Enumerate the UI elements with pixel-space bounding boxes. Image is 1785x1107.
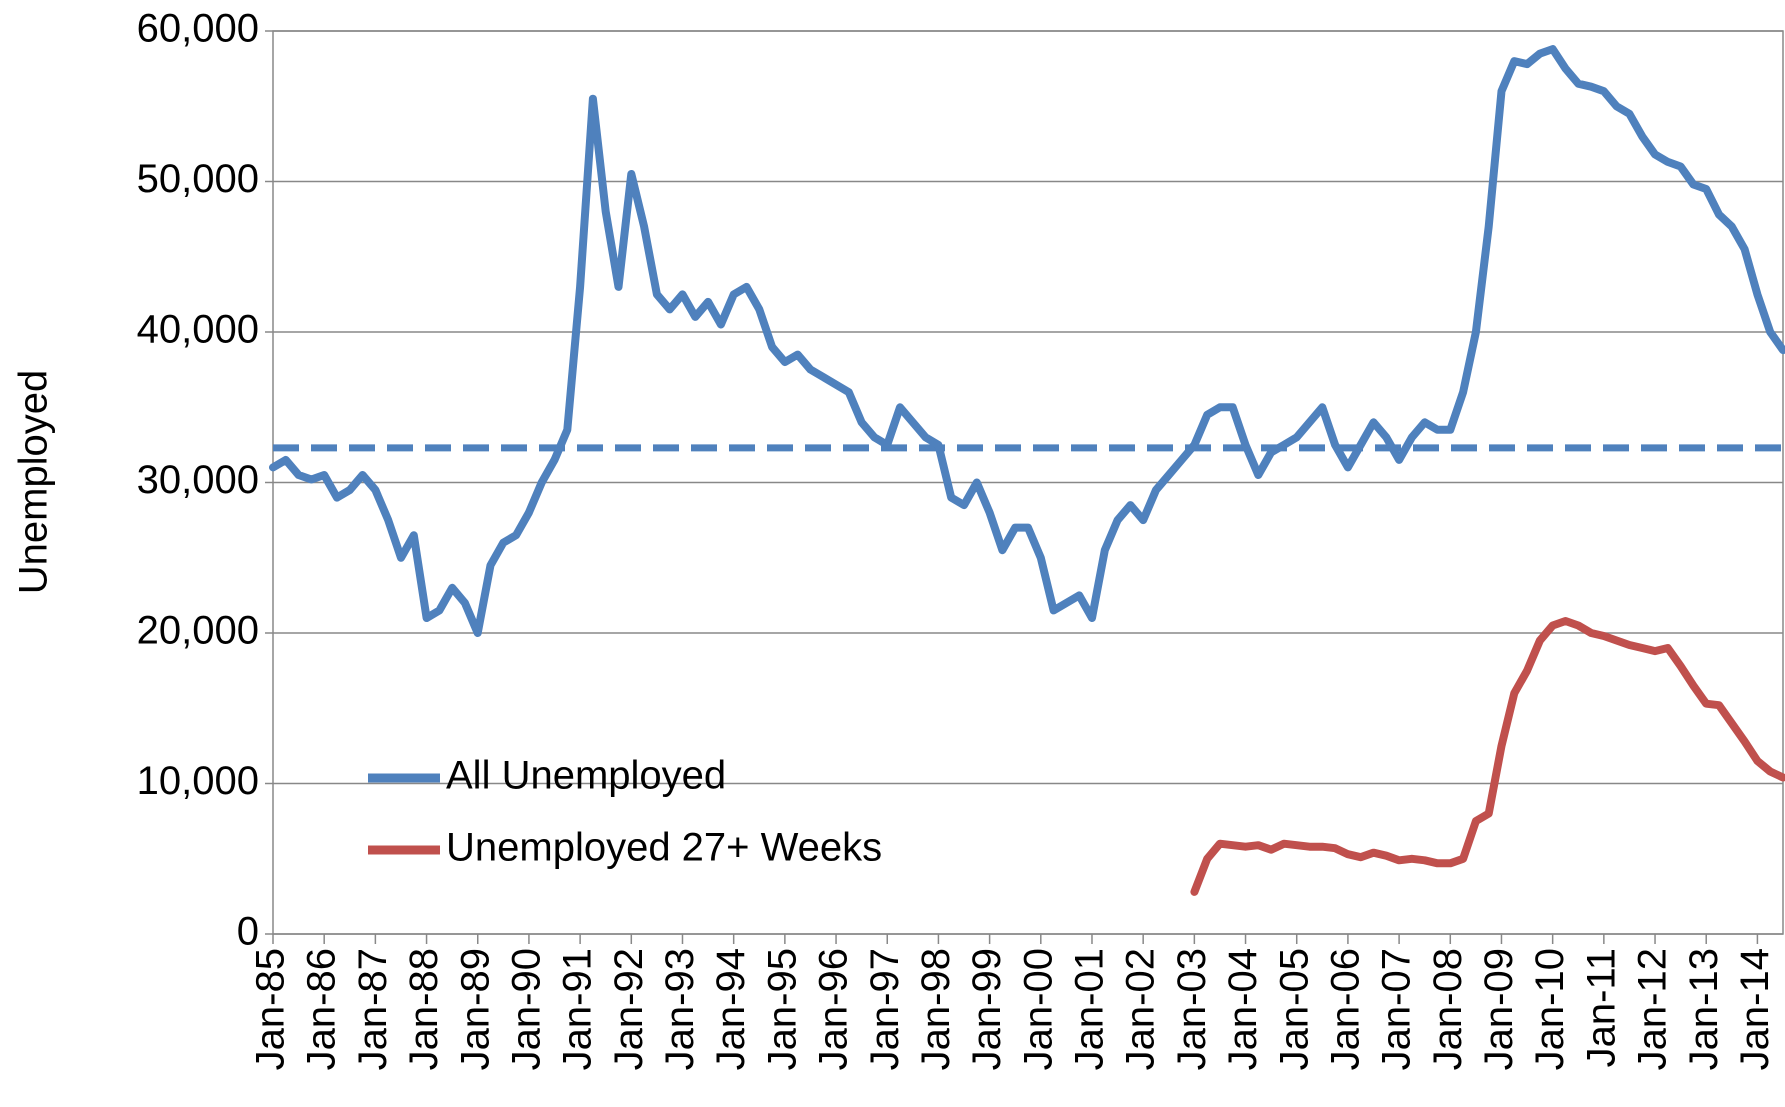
x-tick-label: Jan-99	[965, 948, 1009, 1070]
x-tick-label: Jan-88	[402, 948, 446, 1070]
x-tick-label: Jan-10	[1528, 948, 1572, 1070]
x-tick-label: Jan-06	[1323, 948, 1367, 1070]
x-tick-label: Jan-90	[504, 948, 548, 1070]
x-tick-label: Jan-97	[863, 948, 907, 1070]
y-tick-label: 0	[237, 910, 259, 954]
x-tick-label: Jan-87	[351, 948, 395, 1070]
legend-label: All Unemployed	[446, 754, 726, 798]
x-tick-label: Jan-89	[453, 948, 497, 1070]
y-tick-label: 20,000	[137, 609, 259, 653]
y-tick-label: 10,000	[137, 759, 259, 803]
x-tick-label: Jan-12	[1631, 948, 1675, 1070]
x-tick-label: Jan-14	[1733, 948, 1777, 1070]
x-tick-label: Jan-92	[607, 948, 651, 1070]
x-tick-label: Jan-07	[1375, 948, 1419, 1070]
x-tick-label: Jan-01	[1068, 948, 1112, 1070]
x-tick-label: Jan-03	[1170, 948, 1214, 1070]
x-tick-label: Jan-05	[1272, 948, 1316, 1070]
x-tick-label: Jan-08	[1426, 948, 1470, 1070]
x-tick-label: Jan-04	[1221, 948, 1265, 1070]
series-line	[1190, 617, 1785, 896]
x-tick-label: Jan-98	[914, 948, 958, 1070]
x-tick-label: Jan-96	[812, 948, 856, 1070]
x-tick-label: Jan-86	[300, 948, 344, 1070]
y-tick-label: 40,000	[137, 308, 259, 352]
x-tick-label: Jan-09	[1477, 948, 1521, 1070]
x-tick-label: Jan-13	[1682, 948, 1726, 1070]
x-tick-label: Jan-91	[556, 948, 600, 1070]
y-tick-label: 60,000	[137, 7, 259, 51]
x-tick-label: Jan-02	[1119, 948, 1163, 1070]
y-tick-label: 50,000	[137, 157, 259, 201]
x-tick-label: Jan-93	[658, 948, 702, 1070]
y-tick-label: 30,000	[137, 458, 259, 502]
x-tick-label: Jan-95	[760, 948, 804, 1070]
x-tick-label: Jan-94	[709, 948, 753, 1070]
series-line	[269, 45, 1785, 637]
y-axis-title: Unemployed	[12, 370, 56, 595]
legend-label: Unemployed 27+ Weeks	[446, 826, 882, 870]
x-tick-label: Jan-85	[249, 948, 293, 1070]
x-tick-label: Jan-11	[1579, 948, 1623, 1067]
x-tick-label: Jan-00	[1016, 948, 1060, 1070]
plot-border	[272, 30, 1784, 935]
